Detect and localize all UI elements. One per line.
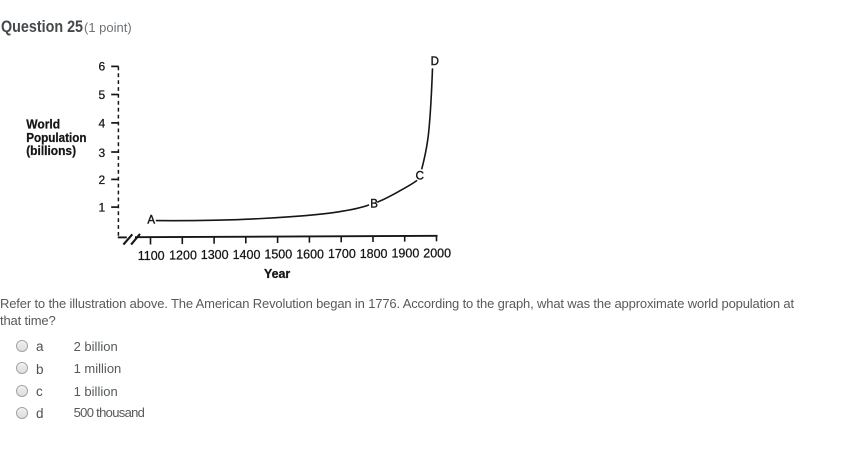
svg-text:World: World	[26, 117, 60, 131]
svg-text:5: 5	[99, 88, 106, 102]
svg-text:(billions): (billions)	[26, 144, 76, 158]
svg-text:4: 4	[99, 117, 106, 131]
svg-text:1300: 1300	[201, 248, 229, 262]
svg-text:1200: 1200	[169, 249, 197, 263]
svg-text:1400: 1400	[233, 248, 261, 262]
svg-text:6: 6	[99, 60, 106, 74]
svg-text:1900: 1900	[391, 247, 419, 261]
svg-text:C: C	[416, 170, 424, 182]
svg-text:2: 2	[99, 173, 106, 187]
svg-text:1500: 1500	[264, 248, 292, 262]
svg-text:1: 1	[99, 201, 106, 215]
svg-text:A: A	[147, 214, 155, 226]
svg-text:3: 3	[99, 146, 106, 160]
svg-text:1700: 1700	[328, 247, 356, 261]
svg-text:D: D	[431, 56, 439, 68]
svg-text:Population: Population	[26, 131, 86, 145]
svg-text:1100: 1100	[138, 249, 165, 263]
svg-text:Year: Year	[264, 267, 290, 281]
svg-text:1600: 1600	[296, 247, 324, 261]
svg-text:B: B	[370, 198, 378, 210]
svg-text:1800: 1800	[360, 247, 388, 261]
svg-text:2000: 2000	[423, 246, 451, 260]
